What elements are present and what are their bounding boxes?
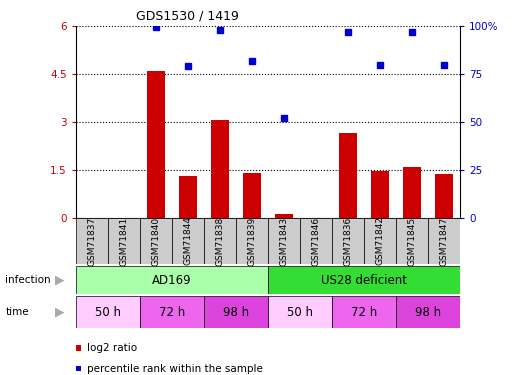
Text: US28 deficient: US28 deficient (321, 274, 407, 287)
Text: ▶: ▶ (55, 306, 65, 319)
Text: GSM71838: GSM71838 (215, 216, 224, 266)
Bar (364, 217, 396, 264)
Bar (204, 296, 268, 328)
Bar (179, 176, 197, 218)
Bar (108, 217, 140, 264)
Bar (76, 217, 108, 264)
Bar (332, 296, 396, 328)
Text: GSM71837: GSM71837 (87, 216, 96, 266)
Bar (268, 217, 300, 264)
Text: 50 h: 50 h (95, 306, 121, 319)
Bar (371, 171, 389, 217)
Text: 98 h: 98 h (415, 306, 441, 319)
Text: AD169: AD169 (152, 274, 192, 287)
Text: GSM71843: GSM71843 (280, 216, 289, 266)
Bar (428, 217, 460, 264)
Text: GSM71847: GSM71847 (440, 216, 449, 266)
Bar (211, 120, 229, 218)
Bar (204, 217, 236, 264)
Bar (268, 266, 460, 294)
Bar (76, 266, 268, 294)
Bar (396, 296, 460, 328)
Bar (140, 296, 204, 328)
Bar (147, 71, 165, 217)
Text: GSM71845: GSM71845 (408, 216, 417, 266)
Text: 72 h: 72 h (351, 306, 377, 319)
Text: GDS1530 / 1419: GDS1530 / 1419 (136, 9, 239, 22)
Text: GSM71839: GSM71839 (247, 216, 256, 266)
Text: GSM71844: GSM71844 (184, 216, 192, 266)
Text: ▶: ▶ (55, 274, 65, 287)
Text: 50 h: 50 h (287, 306, 313, 319)
Text: GSM71846: GSM71846 (312, 216, 321, 266)
Text: GSM71841: GSM71841 (119, 216, 128, 266)
Bar (300, 217, 332, 264)
Text: GSM71840: GSM71840 (152, 216, 161, 266)
Text: infection: infection (5, 275, 51, 285)
Text: time: time (5, 307, 29, 317)
Bar (339, 133, 357, 218)
Bar (275, 214, 293, 217)
Bar (243, 173, 261, 217)
Text: 98 h: 98 h (223, 306, 249, 319)
Bar (332, 217, 364, 264)
Bar (236, 217, 268, 264)
Bar (76, 296, 140, 328)
Bar (172, 217, 204, 264)
Text: 72 h: 72 h (159, 306, 185, 319)
Text: GSM71836: GSM71836 (344, 216, 353, 266)
Text: percentile rank within the sample: percentile rank within the sample (87, 364, 263, 374)
Bar (396, 217, 428, 264)
Bar (436, 174, 453, 217)
Bar (268, 296, 332, 328)
Text: GSM71842: GSM71842 (376, 216, 384, 266)
Bar (403, 166, 421, 218)
Bar (140, 217, 172, 264)
Text: log2 ratio: log2 ratio (87, 343, 138, 353)
